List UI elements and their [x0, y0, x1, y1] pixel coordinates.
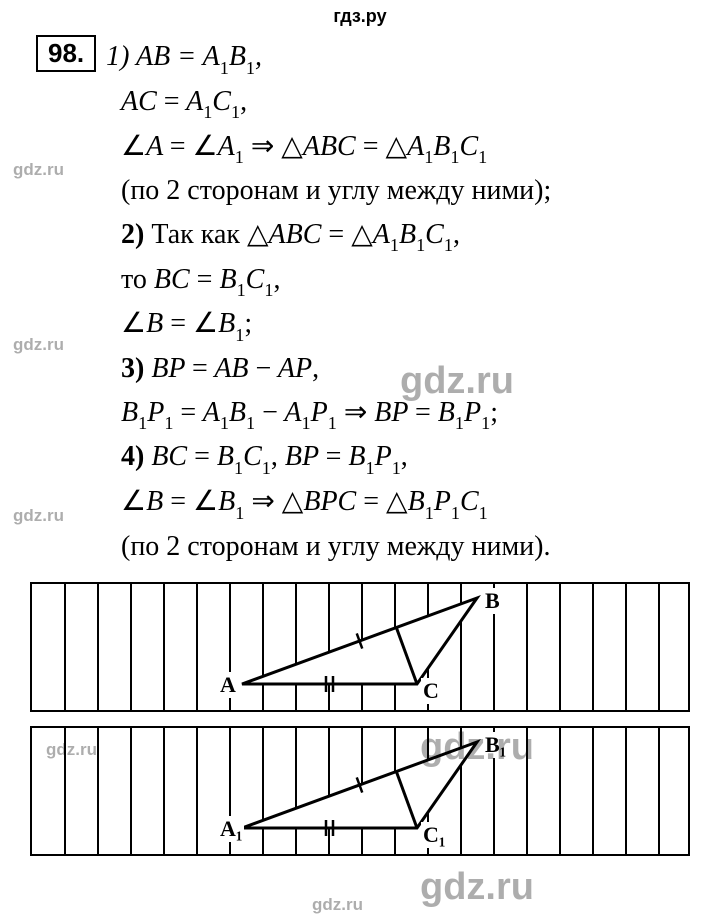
math-line: ∠B = ∠B1 ⇒ △BPC = △B1P1C1 [121, 480, 684, 525]
math-line: 2) Так как △ABC = △A1B1C1, [121, 213, 684, 258]
math-line: ∠A = ∠A1 ⇒ △ABC = △A1B1C1 [121, 125, 684, 170]
vertex-label: B₁ [483, 732, 508, 758]
math-line: ∠B = ∠B1; [121, 302, 684, 347]
watermark-small: gdz.ru [312, 895, 363, 915]
math-line: 3) BP = AB − AP, [121, 347, 684, 390]
math-line: 4) BC = B1C1, BP = B1P1, [121, 435, 684, 480]
triangle-diagram: A B C [30, 582, 690, 712]
vertex-label: B [483, 588, 502, 614]
math-line: 1) AB = A1B1, [106, 41, 262, 72]
vertex-label: A₁ [218, 816, 244, 842]
math-line: то BC = B1C1, [121, 258, 684, 303]
problem-content: 98. 1) AB = A1B1, AC = A1C1,∠A = ∠A1 ⇒ △… [0, 27, 720, 568]
vertex-label: C₁ [421, 822, 447, 848]
vertex-label: C [421, 678, 441, 704]
math-line: (по 2 сторонам и углу между ними); [121, 169, 684, 212]
watermark-large: gdz.ru [420, 866, 534, 909]
triangle-diagram: A₁ B₁ C₁ [30, 726, 690, 856]
math-line: AC = A1C1, [121, 80, 684, 125]
first-line: 98. 1) AB = A1B1, [36, 35, 684, 80]
vertex-label: A [218, 672, 238, 698]
problem-number: 98. [36, 35, 96, 72]
math-line: B1P1 = A1B1 − A1P1 ⇒ BP = B1P1; [121, 391, 684, 436]
math-line: (по 2 сторонам и углу между ними). [121, 525, 684, 568]
site-header: гдз.ру [0, 0, 720, 27]
